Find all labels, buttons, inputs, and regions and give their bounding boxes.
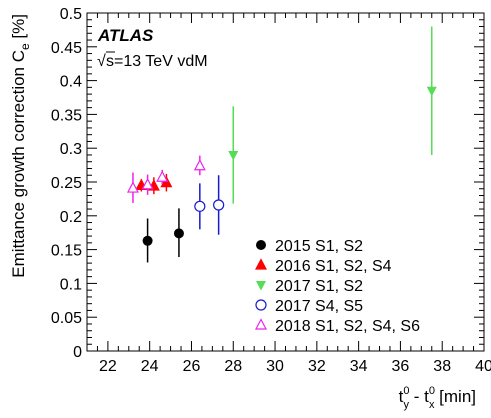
x-tick-label: 34 — [350, 358, 368, 375]
legend-label: 2015 S1, S2 — [275, 238, 363, 255]
data-points — [126, 26, 437, 263]
x-title-sub1: y — [403, 399, 409, 411]
y-tick-label: 0.35 — [51, 107, 82, 124]
y-title-unit: [%] — [9, 14, 28, 43]
y-tick-label: 0.4 — [60, 74, 82, 91]
x-title-unit: [min] — [434, 387, 476, 406]
legend-entry: 2016 S1, S2, S4 — [255, 258, 392, 275]
x-tick-label: 22 — [99, 358, 117, 375]
legend-marker — [255, 318, 267, 330]
x-tick-label: 32 — [308, 358, 326, 375]
x-tick-label: 36 — [392, 358, 410, 375]
y-tick-label: 0.5 — [60, 6, 82, 23]
data-point — [156, 170, 169, 182]
x-tick-label: 26 — [183, 358, 201, 375]
legend-label: 2017 S4, S5 — [275, 298, 363, 315]
x-tick-label: 30 — [266, 358, 284, 375]
y-tick-label: 0.3 — [60, 141, 82, 158]
legend-marker — [255, 258, 267, 270]
sqrt-symbol: √ — [97, 53, 106, 70]
y-tick-label: 0.15 — [51, 243, 82, 260]
legend-label: 2018 S1, S2, S4, S6 — [275, 318, 420, 335]
legend-marker — [256, 240, 266, 250]
data-point — [160, 175, 173, 188]
x-tick-label: 38 — [433, 358, 451, 375]
y-title-main: Emittance growth correction C — [9, 50, 28, 278]
legend-entry: 2015 S1, S2 — [256, 238, 363, 255]
legend-label: 2017 S1, S2 — [275, 278, 363, 295]
series-0 — [142, 208, 184, 263]
y-title-sub: e — [18, 43, 32, 50]
energy-annotation: √ s=13 TeV vdM — [97, 51, 208, 70]
data-point — [194, 200, 206, 212]
x-title-sub2: x — [429, 399, 435, 411]
legend: 2015 S1, S2 2016 S1, S2, S4 2017 S1, S2 201… — [255, 238, 420, 335]
x-tick-label: 40 — [475, 358, 491, 375]
data-point — [126, 181, 139, 193]
y-tick-label: 0.2 — [60, 209, 82, 226]
x-title-t1: t — [399, 387, 404, 406]
data-point — [426, 86, 437, 97]
data-point — [213, 199, 225, 211]
axis-tick-labels: 22 24 26 28 30 32 34 36 38 40 0 0.05 0.1 0.15 0.2 0.25 0… — [51, 6, 491, 375]
legend-entry: 2018 S1, S2, S4, S6 — [255, 318, 420, 335]
legend-label: 2016 S1, S2, S4 — [275, 258, 392, 275]
data-point — [193, 158, 206, 171]
legend-marker — [256, 281, 266, 291]
series-3 — [194, 175, 225, 235]
y-tick-label: 0.05 — [51, 310, 82, 327]
x-title-sup2: 0 — [429, 385, 435, 397]
experiment-label: ATLAS — [97, 26, 154, 45]
x-title-sup1: 0 — [403, 385, 409, 397]
energy-label: s=13 TeV vdM — [106, 53, 208, 70]
legend-entry: 2017 S1, S2 — [256, 278, 363, 295]
data-point — [173, 228, 184, 239]
legend-marker — [255, 299, 267, 311]
series-1 — [135, 173, 173, 195]
y-tick-label: 0.45 — [51, 40, 82, 57]
data-point — [141, 177, 154, 190]
x-tick-label: 24 — [141, 358, 159, 375]
data-point — [142, 235, 153, 246]
data-point — [228, 150, 239, 161]
x-tick-label: 28 — [224, 358, 242, 375]
y-axis-title: Emittance growth correction Ce [%] — [9, 14, 32, 278]
series-4 — [126, 155, 206, 203]
y-tick-label: 0.25 — [51, 175, 82, 192]
x-axis-title: t0 y - t0 x [min] — [399, 385, 476, 411]
series-2 — [228, 26, 437, 204]
y-tick-label: 0.1 — [60, 276, 82, 293]
x-title-middle: - t — [409, 387, 429, 406]
y-tick-label: 0 — [73, 344, 82, 361]
legend-entry: 2017 S4, S5 — [255, 298, 363, 315]
axis-ticks — [86, 12, 485, 352]
